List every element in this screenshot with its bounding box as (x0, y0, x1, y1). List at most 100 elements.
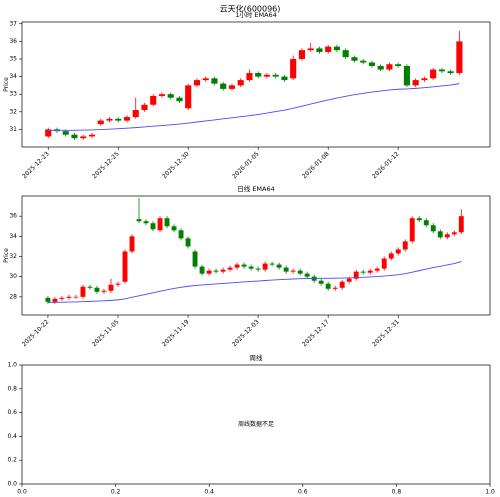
candle-body (88, 134, 96, 137)
candle-body (360, 60, 367, 63)
candle-body (318, 280, 324, 284)
y-tick-label: 32 (9, 108, 17, 115)
annotation: 周线数据不足 (238, 420, 274, 428)
candle-body (178, 230, 184, 239)
y-tick-label: 36 (9, 38, 17, 45)
candle-body (157, 218, 163, 231)
candle-body (263, 74, 270, 77)
candle-body (150, 223, 156, 230)
candle-body (87, 286, 93, 288)
candle-body (395, 249, 401, 254)
y-tick-label: 0.0 (7, 481, 17, 488)
candle-body (360, 271, 366, 273)
candle-body (94, 287, 100, 292)
candle-body (66, 296, 72, 298)
candle-body (307, 48, 314, 51)
candle-body (290, 270, 296, 272)
candle-body (297, 270, 303, 274)
y-axis-label: Price (3, 248, 10, 263)
candle-body (255, 73, 262, 77)
candle-body (106, 118, 113, 121)
candle-body (255, 268, 261, 270)
y-tick-label: 1.0 (7, 362, 17, 369)
candle-body (97, 120, 104, 125)
candle-body (276, 264, 282, 268)
candle-body (136, 219, 142, 222)
y-tick-label: 28 (9, 293, 17, 300)
candle-body (71, 134, 78, 139)
candle-body (108, 284, 114, 291)
candle-body (241, 264, 247, 267)
y-tick-label: 34 (9, 73, 17, 80)
candle-body (228, 85, 236, 89)
candle-body (206, 270, 212, 274)
candle-body (409, 218, 415, 242)
candle-body (272, 74, 279, 77)
candle-body (220, 269, 226, 272)
candle-body (298, 50, 305, 59)
y-tick-label: 0.4 (7, 433, 17, 440)
axes-frame (21, 195, 491, 316)
candle-body (213, 270, 219, 272)
candle-body (325, 283, 331, 289)
candle-body (333, 46, 340, 51)
candle-body (421, 78, 428, 81)
candle-body (304, 273, 310, 277)
candle-body (386, 64, 393, 70)
candle-body (332, 287, 338, 289)
candle-body (342, 50, 349, 58)
candle-body (456, 41, 463, 74)
candle-body (167, 94, 174, 98)
x-tick-label: 1.0 (485, 489, 495, 496)
candle-body (211, 78, 218, 84)
candle-body (281, 76, 288, 81)
candle-body (346, 278, 352, 282)
candle-body (353, 271, 359, 279)
y-tick-label: 0.8 (7, 385, 17, 392)
candle-body (451, 232, 457, 235)
candle-body (339, 281, 345, 288)
candle-body (458, 216, 464, 233)
y-tick-label: 33 (9, 91, 17, 98)
candle-body (73, 296, 79, 298)
candle-body (437, 231, 443, 238)
y-tick-label: 0.6 (7, 409, 17, 416)
candle-body (115, 118, 122, 121)
candle-body (164, 218, 170, 227)
candle-body (395, 64, 402, 67)
candle-body (52, 298, 58, 302)
axes-frame (21, 21, 491, 148)
candle-body (132, 110, 139, 118)
candle-body (430, 225, 436, 232)
candle-body (447, 71, 454, 74)
candle-body (367, 270, 373, 273)
candle-body (351, 57, 358, 61)
candle-body (290, 58, 297, 79)
y-axis-label: Price (3, 77, 10, 92)
candle-body (62, 131, 69, 135)
y-tick-label: 32 (9, 253, 17, 260)
y-tick-label: 37 (9, 20, 17, 27)
candle-body (123, 117, 131, 121)
candle-body (202, 78, 209, 81)
candle-body (59, 297, 65, 299)
candle-body (269, 263, 275, 265)
candle-body (122, 251, 128, 282)
candle-body (80, 286, 86, 297)
y-tick-label: 35 (9, 55, 17, 62)
candle-body (374, 268, 380, 271)
candle-body (423, 220, 429, 226)
candle-body (176, 97, 183, 102)
candle-body (192, 251, 198, 267)
candle-body (316, 48, 323, 52)
candle-body (80, 136, 87, 139)
candle-body (246, 73, 253, 81)
candle-body (150, 95, 157, 105)
axes-title: 日线 EMA64 (237, 184, 275, 193)
candle-body (193, 80, 201, 86)
candle-body (45, 129, 52, 137)
candle-body (115, 283, 121, 285)
candle-body (430, 69, 437, 79)
axes-title: 周线 (250, 353, 264, 362)
